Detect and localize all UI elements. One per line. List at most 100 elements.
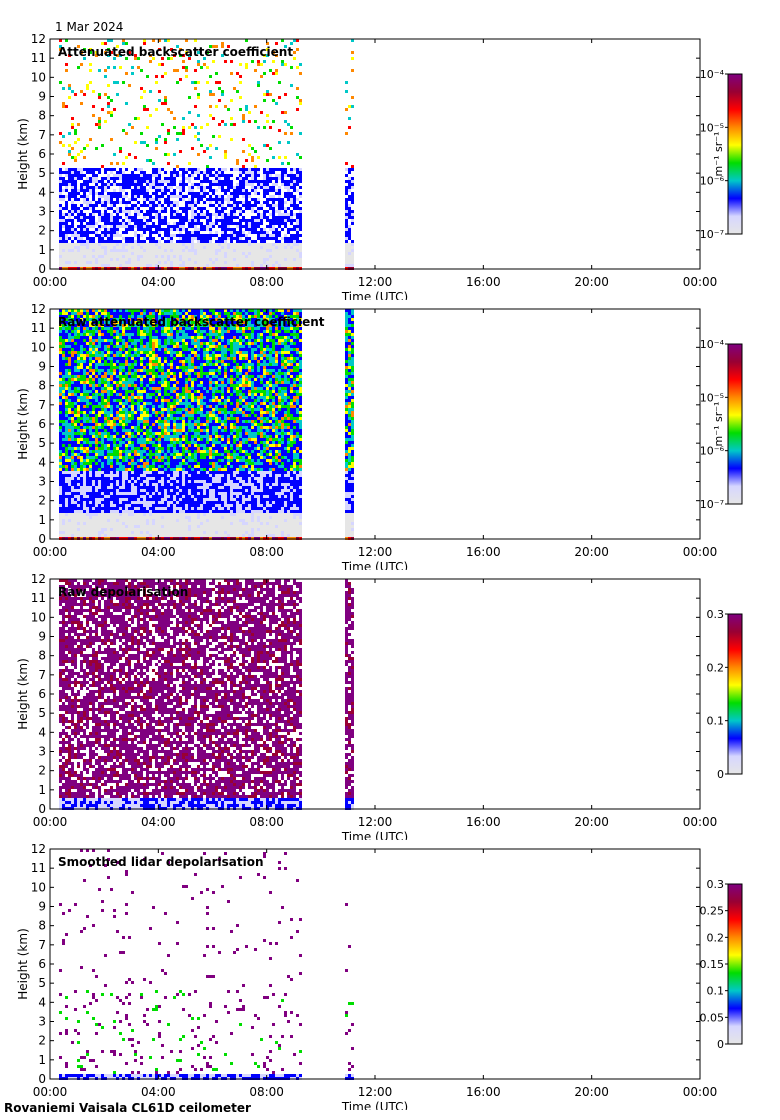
x-tick-label: 12:00 bbox=[358, 545, 393, 559]
y-tick-label: 3 bbox=[38, 475, 46, 489]
y-tick-label: 0 bbox=[38, 802, 46, 816]
colorbar-tick-label: 0.1 bbox=[707, 715, 725, 728]
colorbar bbox=[727, 343, 743, 505]
y-tick-label: 1 bbox=[38, 243, 46, 257]
y-tick-label: 12 bbox=[31, 842, 46, 856]
colorbar bbox=[727, 613, 743, 775]
colorbar-tick-label: 0.1 bbox=[707, 985, 725, 998]
y-tick-label: 0 bbox=[38, 532, 46, 546]
y-tick-label: 3 bbox=[38, 205, 46, 219]
colorbar-tick-label: 0.05 bbox=[700, 1011, 725, 1024]
x-tick-label: 04:00 bbox=[141, 545, 176, 559]
y-tick-label: 5 bbox=[38, 166, 46, 180]
x-tick-label: 04:00 bbox=[141, 275, 176, 289]
colorbar-tick-label: 0.3 bbox=[707, 878, 725, 891]
x-tick-label: 16:00 bbox=[466, 1085, 501, 1099]
x-tick-label: 20:00 bbox=[574, 275, 609, 289]
y-tick-label: 8 bbox=[38, 919, 46, 933]
colorbar-tick-label: 10⁻⁴ bbox=[700, 338, 725, 351]
x-tick-label: 00:00 bbox=[33, 545, 68, 559]
y-tick-label: 11 bbox=[31, 861, 46, 875]
y-tick-label: 9 bbox=[38, 900, 46, 914]
y-tick-label: 4 bbox=[38, 455, 46, 469]
y-tick-label: 12 bbox=[31, 572, 46, 586]
y-tick-label: 7 bbox=[38, 128, 46, 142]
colorbar-tick-label: 10⁻⁷ bbox=[700, 228, 724, 241]
y-tick-label: 9 bbox=[38, 630, 46, 644]
y-tick-label: 1 bbox=[38, 1053, 46, 1067]
y-tick-label: 6 bbox=[38, 687, 46, 701]
heatmap-field bbox=[59, 309, 354, 540]
colorbar-tick-label: 0 bbox=[717, 1038, 724, 1051]
y-tick-label: 4 bbox=[38, 185, 46, 199]
x-tick-label: 00:00 bbox=[683, 545, 718, 559]
x-tick-label: 04:00 bbox=[141, 815, 176, 829]
x-tick-label: 00:00 bbox=[33, 275, 68, 289]
x-tick-label: 00:00 bbox=[683, 815, 718, 829]
colorbar-tick-label: 0.25 bbox=[700, 905, 725, 918]
y-axis-label: Height (km) bbox=[16, 928, 30, 999]
x-tick-label: 12:00 bbox=[358, 815, 393, 829]
colorbar-tick-label: 0.15 bbox=[700, 958, 725, 971]
plot-area bbox=[50, 849, 700, 1079]
colorbar-tick-label: 10⁻⁶ bbox=[700, 445, 725, 458]
colorbar bbox=[727, 73, 743, 235]
y-tick-label: 4 bbox=[38, 995, 46, 1009]
y-tick-label: 11 bbox=[31, 51, 46, 65]
y-tick-label: 1 bbox=[38, 783, 46, 797]
colorbar-tick-label: 0.2 bbox=[707, 931, 725, 944]
y-tick-label: 9 bbox=[38, 90, 46, 104]
footer-label: Rovaniemi Vaisala CL61D ceilometer bbox=[4, 1101, 251, 1115]
y-axis-label: Height (km) bbox=[16, 658, 30, 729]
plot-area bbox=[50, 39, 700, 269]
y-tick-label: 6 bbox=[38, 147, 46, 161]
y-tick-label: 7 bbox=[38, 668, 46, 682]
x-tick-label: 08:00 bbox=[249, 815, 284, 829]
x-tick-label: 16:00 bbox=[466, 275, 501, 289]
x-tick-label: 12:00 bbox=[358, 275, 393, 289]
y-tick-label: 4 bbox=[38, 725, 46, 739]
colorbar-unit-label: m⁻¹ sr⁻¹ bbox=[712, 132, 725, 177]
y-tick-label: 5 bbox=[38, 976, 46, 990]
y-tick-label: 10 bbox=[31, 340, 46, 354]
x-axis-label: Time (UTC) bbox=[341, 560, 408, 570]
y-tick-label: 11 bbox=[31, 591, 46, 605]
y-tick-label: 5 bbox=[38, 436, 46, 450]
y-tick-label: 7 bbox=[38, 398, 46, 412]
y-tick-label: 2 bbox=[38, 764, 46, 778]
date-label: 1 Mar 2024 bbox=[55, 20, 124, 34]
colorbar-tick-label: 10⁻⁶ bbox=[700, 175, 725, 188]
colorbar-tick-label: 10⁻⁴ bbox=[700, 68, 725, 81]
y-tick-label: 12 bbox=[31, 32, 46, 46]
y-tick-label: 5 bbox=[38, 706, 46, 720]
y-tick-label: 3 bbox=[38, 1015, 46, 1029]
colorbar-tick-label: 10⁻⁵ bbox=[700, 391, 724, 404]
x-tick-label: 12:00 bbox=[358, 1085, 393, 1099]
x-tick-label: 00:00 bbox=[683, 1085, 718, 1099]
y-tick-label: 3 bbox=[38, 745, 46, 759]
colorbar-tick-label: 10⁻⁷ bbox=[700, 498, 724, 511]
panel-title: Raw attenuated backscatter coefficient bbox=[58, 315, 325, 329]
y-tick-label: 2 bbox=[38, 494, 46, 508]
x-tick-label: 00:00 bbox=[683, 275, 718, 289]
y-tick-label: 7 bbox=[38, 938, 46, 952]
y-tick-label: 9 bbox=[38, 360, 46, 374]
y-tick-label: 11 bbox=[31, 321, 46, 335]
y-tick-label: 6 bbox=[38, 957, 46, 971]
y-tick-label: 8 bbox=[38, 379, 46, 393]
y-tick-label: 0 bbox=[38, 262, 46, 276]
heatmap-field bbox=[59, 579, 354, 810]
y-tick-label: 1 bbox=[38, 513, 46, 527]
x-axis-label: Time (UTC) bbox=[341, 830, 408, 840]
y-tick-label: 10 bbox=[31, 70, 46, 84]
x-axis-label: Time (UTC) bbox=[341, 290, 408, 300]
x-tick-label: 00:00 bbox=[33, 815, 68, 829]
x-tick-label: 16:00 bbox=[466, 815, 501, 829]
colorbar-tick-label: 0.3 bbox=[707, 608, 725, 621]
y-tick-label: 12 bbox=[31, 302, 46, 316]
x-tick-label: 16:00 bbox=[466, 545, 501, 559]
colorbar-tick-label: 10⁻⁵ bbox=[700, 121, 724, 134]
x-tick-label: 20:00 bbox=[574, 815, 609, 829]
